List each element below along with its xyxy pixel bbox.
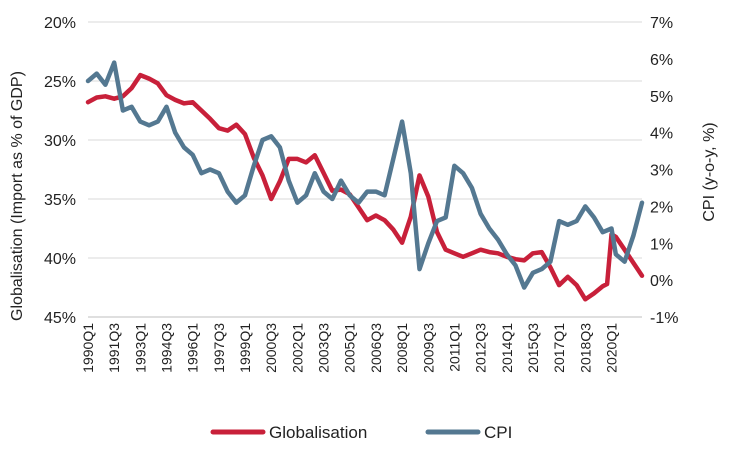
x-tick-2020q1: 2020Q1 <box>603 323 619 373</box>
x-tick-1999q1: 1999Q1 <box>237 323 253 373</box>
right-axis-ticks: 7% 6% 5% 4% 3% 2% 1% 0% -1% <box>650 15 678 327</box>
x-tick-2000q3: 2000Q3 <box>263 323 279 373</box>
x-tick-1994q3: 1994Q3 <box>159 323 175 373</box>
left-tick-25: 25% <box>44 74 76 91</box>
right-axis-title: CPI (y-o-y, %) <box>701 122 718 221</box>
x-tick-2012q3: 2012Q3 <box>473 323 489 373</box>
x-tick-1997q3: 1997Q3 <box>211 323 227 373</box>
x-tick-2008q1: 2008Q1 <box>394 323 410 373</box>
right-tick-4: 4% <box>650 126 673 143</box>
left-tick-20: 20% <box>44 15 76 32</box>
legend: Globalisation CPI <box>210 423 512 442</box>
x-tick-2003q3: 2003Q3 <box>316 323 332 373</box>
x-tick-2018q3: 2018Q3 <box>577 323 593 373</box>
x-tick-2009q3: 2009Q3 <box>420 323 436 373</box>
right-tick-5: 5% <box>650 89 673 106</box>
right-tick-1: -1% <box>650 310 678 327</box>
x-tick-2011q1: 2011Q1 <box>446 323 462 372</box>
right-tick-3: 3% <box>650 163 673 180</box>
series-line-cpi <box>85 60 645 290</box>
left-axis-title: Globalisation (Import as % of GDP) <box>9 71 26 321</box>
right-tick-2: 2% <box>650 199 673 216</box>
gridlines <box>88 21 642 318</box>
x-tick-1993q1: 1993Q1 <box>132 323 148 373</box>
left-tick-30: 30% <box>44 133 76 150</box>
x-tick-1991q3: 1991Q3 <box>106 323 122 373</box>
left-tick-45: 45% <box>44 310 76 327</box>
right-tick-1: 1% <box>650 236 673 253</box>
x-tick-2015q3: 2015Q3 <box>525 323 541 373</box>
x-tick-2017q1: 2017Q1 <box>551 323 567 373</box>
left-tick-40: 40% <box>44 251 76 268</box>
x-tick-2002q1: 2002Q1 <box>289 323 305 373</box>
x-tick-2014q1: 2014Q1 <box>499 323 515 373</box>
x-tick-1996q1: 1996Q1 <box>185 323 201 373</box>
right-tick-6: 6% <box>650 52 673 69</box>
series-line-globalisation <box>85 72 645 302</box>
legend-label-globalisation: Globalisation <box>269 423 367 442</box>
x-tick-2006q3: 2006Q3 <box>368 323 384 373</box>
right-tick-7: 7% <box>650 15 673 32</box>
x-tick-2005q1: 2005Q1 <box>342 323 358 373</box>
legend-label-cpi: CPI <box>484 423 512 442</box>
left-tick-35: 35% <box>44 192 76 209</box>
x-tick-1990q1: 1990Q1 <box>80 323 96 373</box>
right-tick-0: 0% <box>650 273 673 290</box>
left-axis-ticks: 20% 25% 30% 35% 40% 45% <box>44 15 76 327</box>
series-lines <box>85 60 645 302</box>
x-axis-ticks: 1990Q1 1991Q3 1993Q1 1994Q3 1996Q1 1997Q3 1999… <box>80 323 619 373</box>
